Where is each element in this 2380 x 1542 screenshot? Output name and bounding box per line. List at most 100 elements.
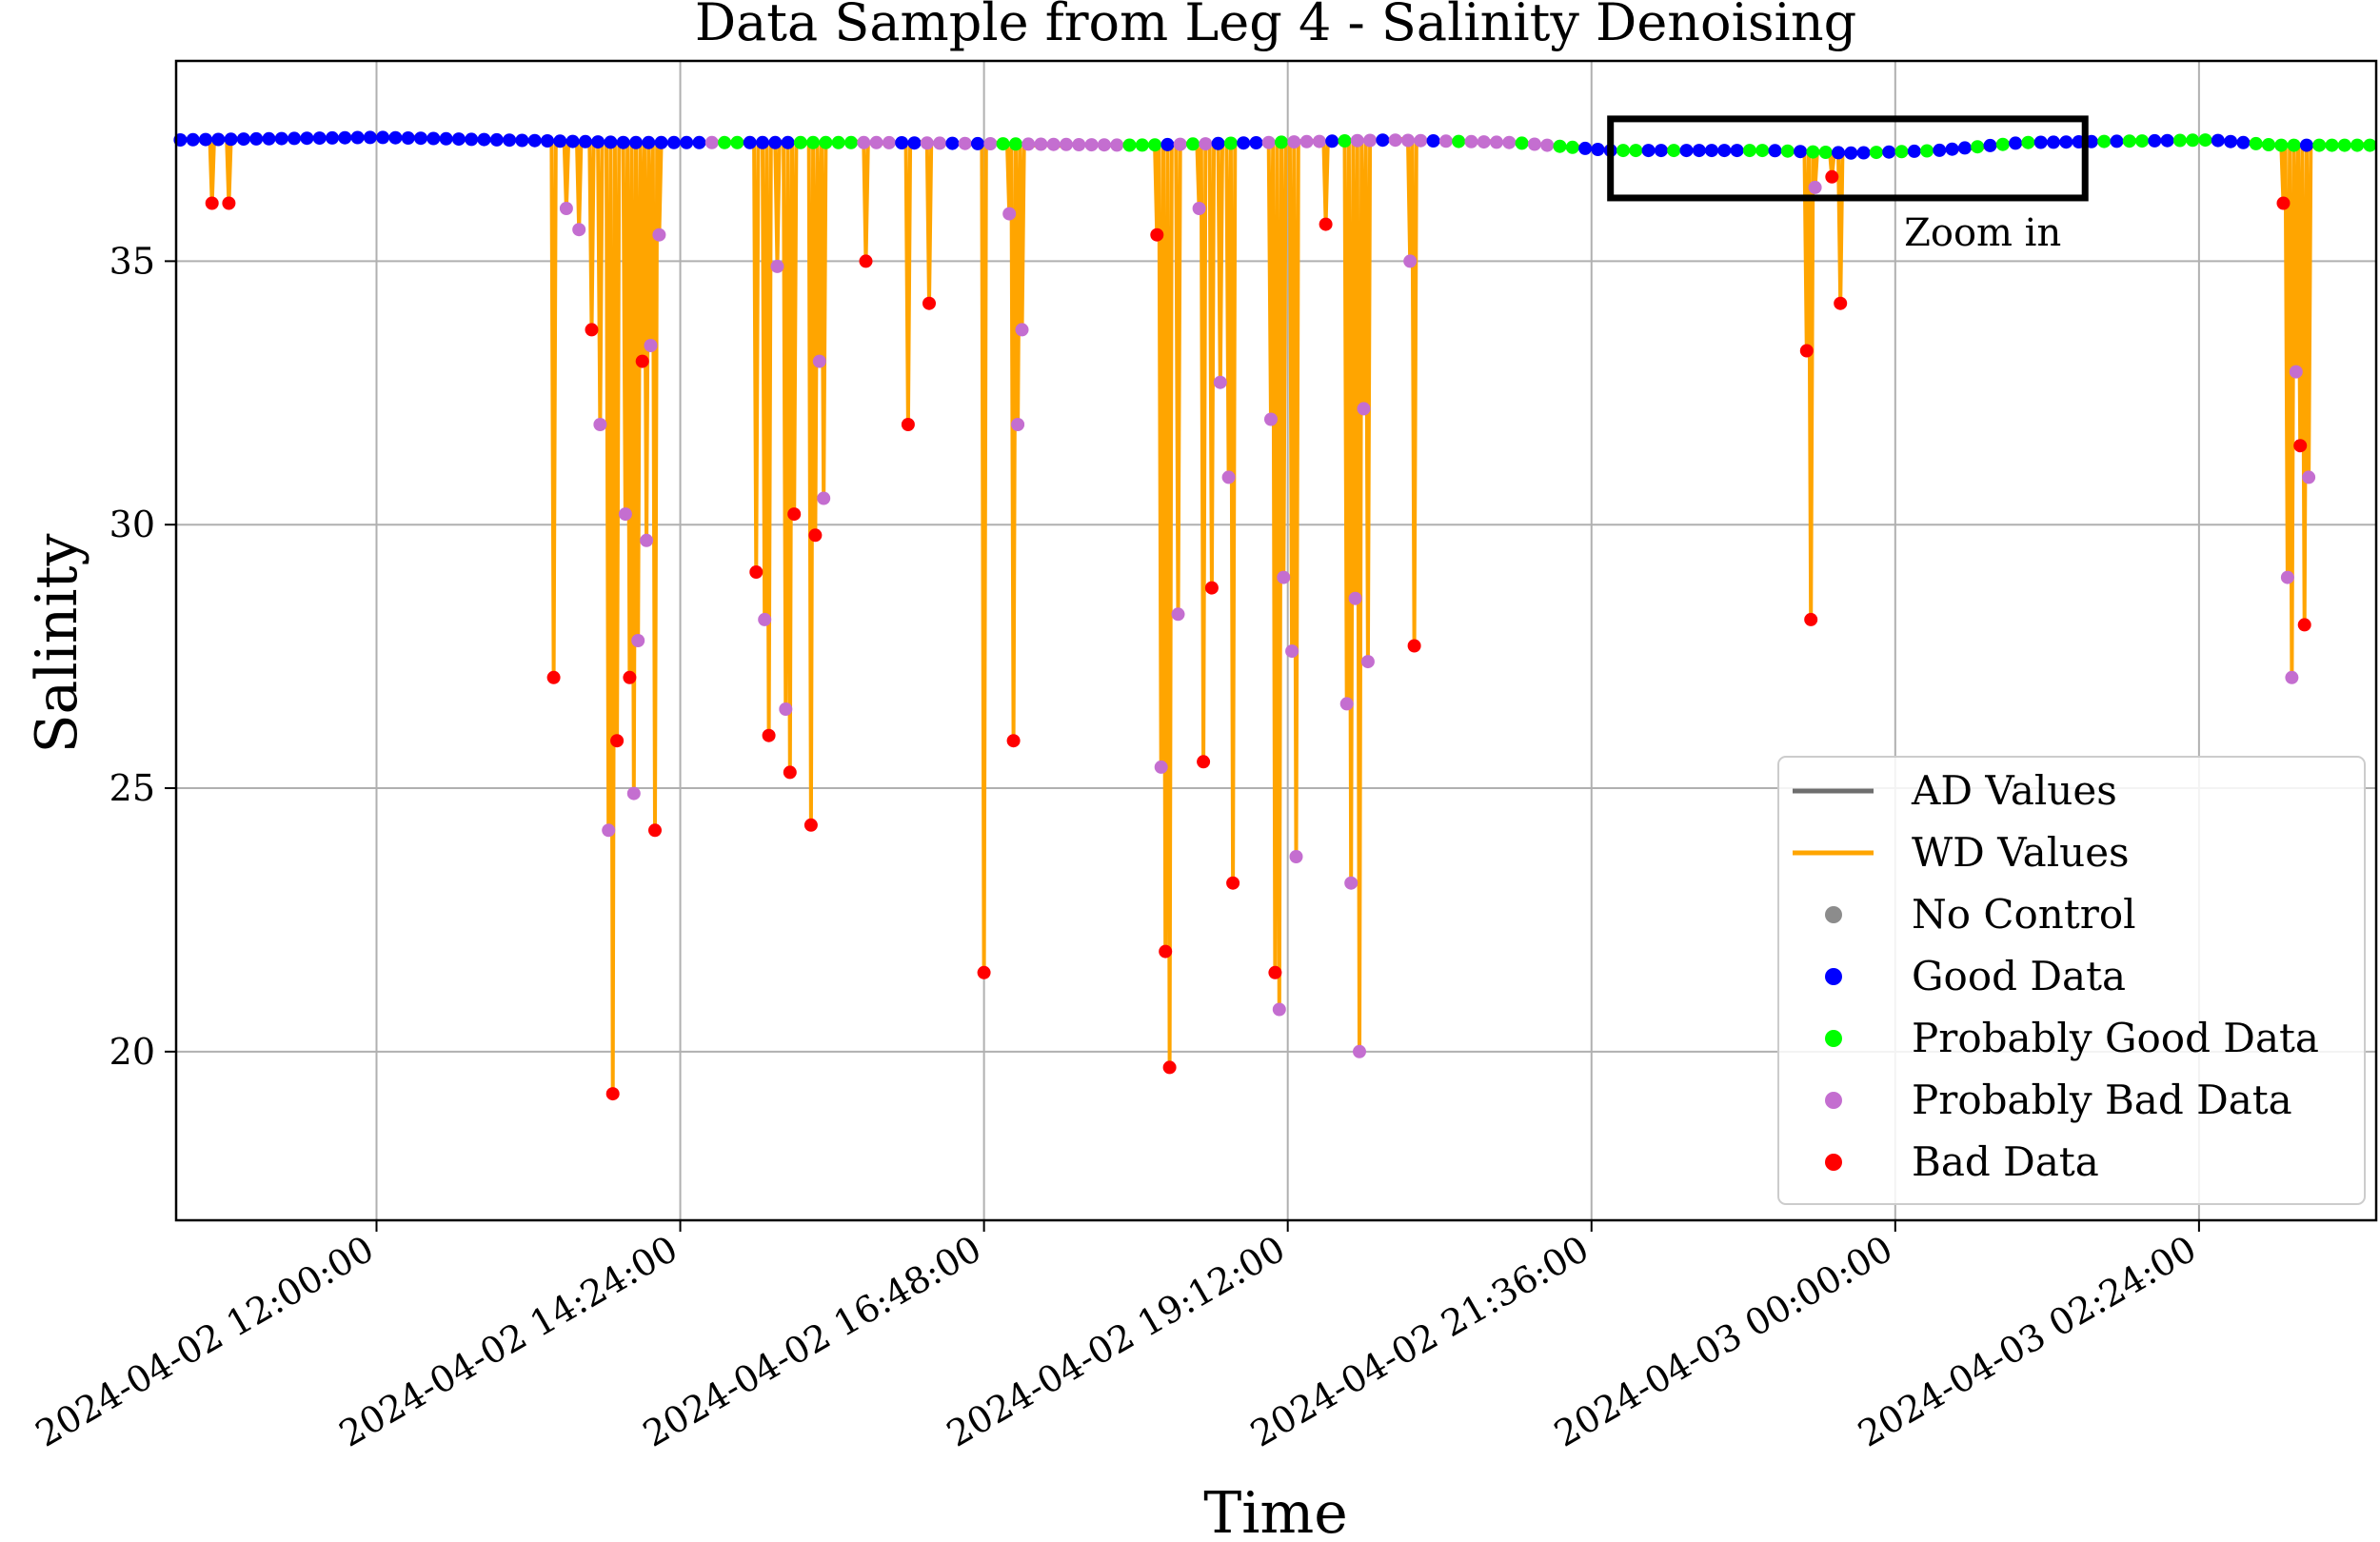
data-point-probably-bad	[1046, 137, 1061, 151]
legend-label: Bad Data	[1912, 1138, 2099, 1185]
data-point-good	[1160, 137, 1175, 151]
data-point-bad	[808, 528, 823, 543]
data-point-probably-bad	[1072, 138, 1086, 151]
data-point-probably-bad	[1171, 607, 1185, 622]
data-point-good	[363, 130, 377, 145]
data-point-probably-bad	[644, 339, 658, 352]
data-point-good	[768, 135, 783, 149]
data-point-good	[274, 131, 288, 146]
data-point-good	[781, 135, 795, 149]
data-point-probably-bad	[618, 507, 632, 522]
data-point-bad	[623, 670, 637, 684]
data-point-good	[1957, 141, 1972, 155]
data-point-probably-good	[2122, 134, 2136, 148]
data-point-probably-good	[1995, 137, 2010, 151]
data-point-bad	[783, 765, 797, 780]
data-point-good	[2059, 135, 2073, 149]
data-point-probably-good	[1616, 144, 1630, 158]
data-point-good	[692, 135, 706, 149]
data-point-probably-bad	[958, 136, 972, 150]
data-point-probably-bad	[857, 135, 871, 149]
data-point-good	[907, 136, 922, 150]
data-point-good	[1249, 136, 1263, 149]
x-axis-label: Time	[1203, 1480, 1348, 1542]
data-point-good	[1983, 138, 1997, 152]
data-point-bad	[1268, 965, 1282, 979]
data-point-good	[465, 132, 479, 147]
data-point-probably-bad	[652, 227, 666, 242]
legend-swatch	[1825, 1154, 1842, 1171]
data-point-probably-bad	[631, 634, 645, 647]
data-point-probably-bad	[882, 135, 896, 149]
data-point-good	[666, 135, 681, 149]
data-point-probably-bad	[1060, 137, 1073, 151]
data-point-probably-good	[996, 137, 1010, 151]
legend-swatch	[1825, 1092, 1842, 1109]
data-point-probably-good	[2274, 138, 2289, 152]
data-point-probably-bad	[1540, 138, 1555, 152]
data-point-probably-bad	[559, 202, 573, 215]
data-point-probably-bad	[1414, 133, 1428, 148]
data-point-probably-good	[2350, 138, 2365, 152]
data-point-probably-bad	[758, 612, 772, 626]
data-point-good	[503, 133, 517, 148]
data-point-good	[629, 135, 643, 149]
data-point-good	[489, 132, 504, 147]
data-point-good	[388, 130, 403, 145]
data-point-bad	[977, 965, 991, 979]
data-point-good	[642, 135, 656, 149]
data-point-probably-bad	[1289, 850, 1303, 863]
data-point-probably-bad	[1002, 207, 1017, 221]
data-point-good	[312, 131, 327, 146]
data-point-bad	[222, 196, 236, 210]
data-point-probably-good	[1629, 144, 1643, 158]
data-point-probably-bad	[1154, 760, 1168, 774]
data-point-good	[224, 132, 238, 147]
data-point-probably-bad	[2289, 365, 2303, 379]
data-point-probably-bad	[1221, 470, 1236, 484]
data-point-probably-bad	[1192, 202, 1206, 215]
legend-label: No Control	[1912, 891, 2136, 938]
data-point-good	[1794, 145, 1808, 159]
data-point-probably-bad	[640, 533, 654, 547]
legend-label: WD Values	[1912, 829, 2130, 876]
data-point-probably-good	[1186, 137, 1200, 151]
legend-label: Probably Bad Data	[1912, 1077, 2292, 1123]
data-point-probably-bad	[983, 137, 998, 150]
data-point-bad	[859, 254, 873, 268]
data-point-probably-good	[1755, 144, 1770, 158]
data-point-good	[1426, 134, 1440, 148]
data-point-good	[1591, 143, 1605, 156]
y-tick-label: 35	[109, 240, 155, 282]
data-point-probably-bad	[1097, 138, 1111, 152]
data-point-good	[186, 132, 200, 147]
data-point-good	[2110, 134, 2124, 148]
data-point-probably-bad	[1021, 137, 1036, 151]
data-point-bad	[1162, 1060, 1177, 1075]
data-point-good	[945, 136, 960, 150]
data-point-probably-bad	[1363, 133, 1378, 148]
data-point-probably-good	[1894, 145, 1909, 159]
data-point-bad	[1204, 581, 1219, 595]
data-point-good	[604, 135, 618, 149]
data-point-probably-bad	[1388, 133, 1402, 148]
data-point-probably-bad	[1808, 180, 1822, 194]
data-point-bad	[2276, 196, 2291, 210]
data-point-good	[414, 131, 427, 146]
data-point-good	[1856, 146, 1871, 160]
data-point-probably-good	[2135, 134, 2150, 148]
data-point-probably-bad	[1213, 375, 1227, 389]
data-point-probably-good	[2312, 138, 2327, 152]
data-point-good	[1679, 144, 1694, 158]
data-point-probably-good	[806, 135, 821, 149]
data-point-good	[2160, 133, 2174, 148]
data-point-bad	[610, 734, 625, 748]
data-point-probably-bad	[1015, 323, 1029, 337]
data-point-bad	[901, 418, 915, 431]
data-point-probably-bad	[779, 702, 793, 716]
legend-swatch	[1825, 1030, 1842, 1047]
data-point-probably-good	[1452, 134, 1466, 148]
data-point-probably-good	[1920, 144, 1934, 158]
data-point-good	[1654, 144, 1668, 158]
